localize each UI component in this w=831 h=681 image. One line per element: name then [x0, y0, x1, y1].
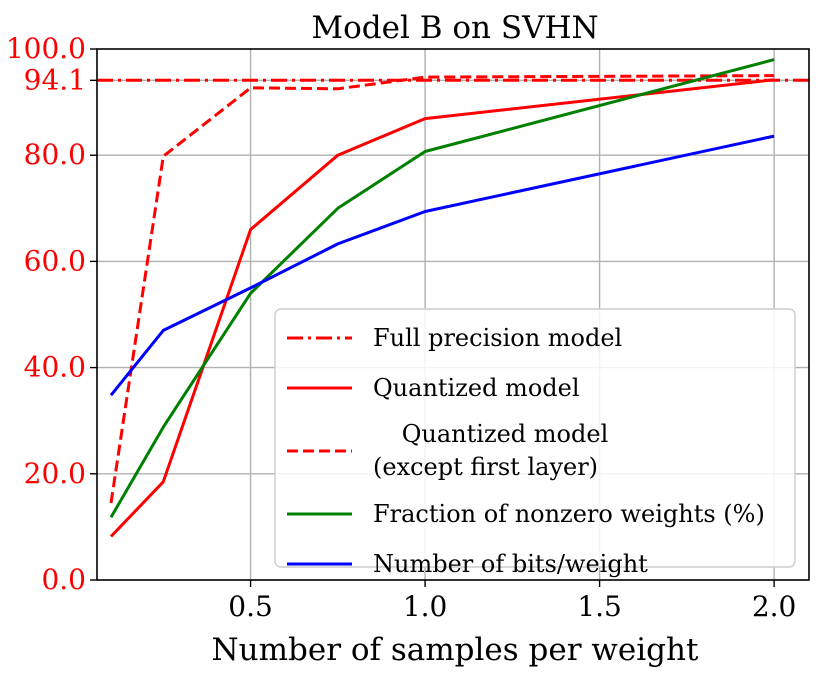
x-axis-label: Number of samples per weight [212, 632, 699, 668]
legend-label-1: Quantized model [373, 374, 580, 402]
x-tick-label: 1.5 [577, 590, 622, 623]
legend-label-0: Full precision model [373, 324, 622, 352]
y-tick-label: 20.0 [24, 457, 86, 490]
series-line-1 [109, 78, 775, 538]
series-line-2 [109, 74, 775, 504]
plot-frame [96, 48, 810, 581]
legend-box [274, 308, 796, 568]
y-tick-label: 100.0 [6, 32, 86, 65]
legend-label-3: Fraction of nonzero weights (%) [373, 500, 765, 528]
series-layer [97, 58, 809, 538]
y-tick-label: 94.1 [24, 63, 86, 96]
x-axis: 0.5 1.0 1.5 2.0 [228, 580, 796, 623]
x-tick-label: 1.0 [403, 590, 448, 623]
y-tick-label: 0.0 [41, 563, 86, 596]
x-tick-label: 0.5 [228, 590, 273, 623]
legend: Full precision model Quantized model Quant… [274, 308, 796, 578]
series-line-3 [109, 58, 775, 519]
y-tick-label: 60.0 [24, 244, 86, 277]
y-tick-label: 40.0 [24, 351, 86, 384]
series-line-4 [109, 134, 775, 397]
x-tick-label: 2.0 [752, 590, 797, 623]
legend-label-2: Quantized model (except first layer) [373, 420, 608, 481]
y-tick-label: 80.0 [24, 138, 86, 171]
legend-label-4: Number of bits/weight [373, 550, 648, 578]
chart-title: Model B on SVHN [311, 10, 598, 46]
